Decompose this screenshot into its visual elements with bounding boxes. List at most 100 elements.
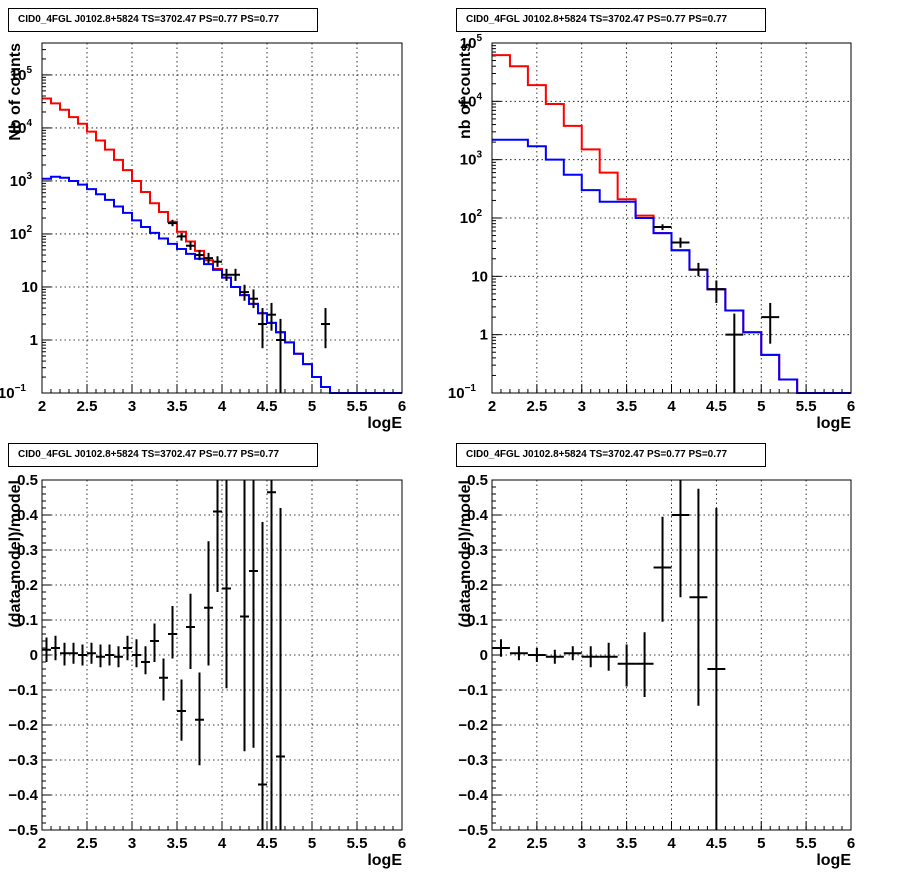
data-point xyxy=(51,635,60,661)
x-tick-label: 5.5 xyxy=(796,398,817,415)
y-tick-label: 0 xyxy=(480,647,488,664)
x-tick-label: 4.5 xyxy=(706,398,727,415)
y-tick-label: −0.3 xyxy=(458,752,488,769)
data-point xyxy=(204,252,213,264)
x-tick-label: 4.5 xyxy=(257,398,278,415)
data-point xyxy=(249,289,258,309)
data-point xyxy=(707,508,726,830)
data-point xyxy=(249,480,258,748)
data-point xyxy=(545,649,564,664)
data-point xyxy=(599,642,618,671)
x-tick-label: 3.5 xyxy=(167,398,188,415)
panel-title-bottom-left: CID0_4FGL J0102.8+5824 TS=3702.47 PS=0.7… xyxy=(8,443,318,467)
y-axis-label: (data-model)/model xyxy=(7,480,24,628)
y-tick-label: 0.3 xyxy=(467,542,488,559)
y-tick-label: −0.2 xyxy=(458,717,488,734)
x-tick-label: 6 xyxy=(847,398,855,415)
panel-bottom-left: 2 2.5 3 3.5 4 4.5 5 5.5 6 −0.5 −0.4 −0.3 −0.2 −0.1 0 0.… xyxy=(7,472,406,869)
y-tick-label: 0.2 xyxy=(467,577,488,594)
y-tick-label: −0.2 xyxy=(8,717,38,734)
data-point xyxy=(276,508,285,830)
data-point xyxy=(563,646,582,661)
data-point xyxy=(581,646,600,668)
y-tick-label: 0.1 xyxy=(467,612,488,629)
x-tick-label: 2 xyxy=(488,398,496,415)
data-point xyxy=(671,480,690,598)
x-tick-label: 5.5 xyxy=(347,835,368,852)
data-point xyxy=(150,623,159,662)
panel-title-bottom-right: CID0_4FGL J0102.8+5824 TS=3702.47 PS=0.7… xyxy=(456,443,766,467)
y-tick-label: −0.5 xyxy=(458,822,488,839)
panel-title-top-left: CID0_4FGL J0102.8+5824 TS=3702.47 PS=0.7… xyxy=(8,8,318,32)
data-point xyxy=(195,672,204,766)
x-tick-label: 3.5 xyxy=(167,835,188,852)
plot-frame xyxy=(41,42,403,394)
x-tick-label: 5 xyxy=(308,398,316,415)
x-tick-label: 4 xyxy=(218,398,227,415)
x-tick-label: 6 xyxy=(398,835,406,852)
x-tick-label: 3 xyxy=(578,398,586,415)
data-point xyxy=(653,224,672,231)
x-tick-label: 4 xyxy=(218,835,227,852)
data-point xyxy=(761,302,780,344)
data-point xyxy=(492,639,510,657)
y-axis-label: Nb of counts xyxy=(7,43,24,141)
x-tick-label: 6 xyxy=(847,835,855,852)
data-point xyxy=(617,644,636,687)
y-axis-label: nb of counts xyxy=(457,43,474,139)
data-point xyxy=(231,268,240,281)
data-point xyxy=(60,642,69,666)
y-tick-label: 0.5 xyxy=(467,472,488,489)
y-tick-label: −0.1 xyxy=(8,682,38,699)
plot-frame xyxy=(491,42,852,394)
data-point xyxy=(213,480,222,592)
y-tick-label: 10−1 xyxy=(448,383,477,402)
y-tick-label: −0.4 xyxy=(458,787,488,804)
x-tick-label: 4 xyxy=(667,835,676,852)
data-point xyxy=(689,262,708,277)
x-tick-label: 3 xyxy=(578,835,586,852)
data-point xyxy=(653,516,672,622)
data-point xyxy=(159,658,168,701)
panel-title-top-right: CID0_4FGL J0102.8+5824 TS=3702.47 PS=0.7… xyxy=(456,8,766,32)
y-tick-label: 0.1 xyxy=(17,612,38,629)
data-point xyxy=(186,241,195,250)
histogram-blue-model xyxy=(492,138,851,394)
data-point xyxy=(141,646,150,675)
y-tick-label: 103 xyxy=(460,150,483,169)
y-tick-label: −0.5 xyxy=(8,822,38,839)
x-axis-label: logE xyxy=(816,415,851,432)
data-point xyxy=(222,480,231,689)
y-tick-label: 1 xyxy=(30,332,38,349)
y-tick-label: 103 xyxy=(10,171,33,190)
x-tick-label: 4.5 xyxy=(706,835,727,852)
x-tick-label: 2 xyxy=(488,835,496,852)
y-tick-label: 102 xyxy=(460,208,483,227)
data-point xyxy=(509,646,528,661)
data-point xyxy=(267,480,276,830)
x-tick-label: 2 xyxy=(38,398,46,415)
y-tick-label: 1 xyxy=(480,327,488,344)
data-point xyxy=(195,249,204,261)
plot-frame xyxy=(491,479,852,831)
x-tick-label: 3 xyxy=(128,835,136,852)
y-tick-label: 10 xyxy=(471,268,488,285)
x-tick-label: 2.5 xyxy=(526,835,547,852)
data-point xyxy=(527,648,546,662)
data-point xyxy=(725,313,744,393)
y-tick-label: 0.2 xyxy=(17,577,38,594)
x-tick-label: 2.5 xyxy=(526,398,547,415)
data-point xyxy=(114,646,123,668)
x-tick-label: 3 xyxy=(128,398,136,415)
x-axis-label: logE xyxy=(367,415,402,432)
y-tick-label: 0.3 xyxy=(17,542,38,559)
y-tick-label: 10−1 xyxy=(0,383,26,402)
data-point xyxy=(321,308,330,349)
y-tick-label: 10 xyxy=(21,279,38,296)
x-tick-label: 2 xyxy=(38,835,46,852)
x-tick-label: 6 xyxy=(398,398,406,415)
y-tick-label: −0.3 xyxy=(8,752,38,769)
data-point xyxy=(258,308,267,349)
y-tick-label: 0.4 xyxy=(17,507,39,524)
data-point xyxy=(42,637,51,662)
